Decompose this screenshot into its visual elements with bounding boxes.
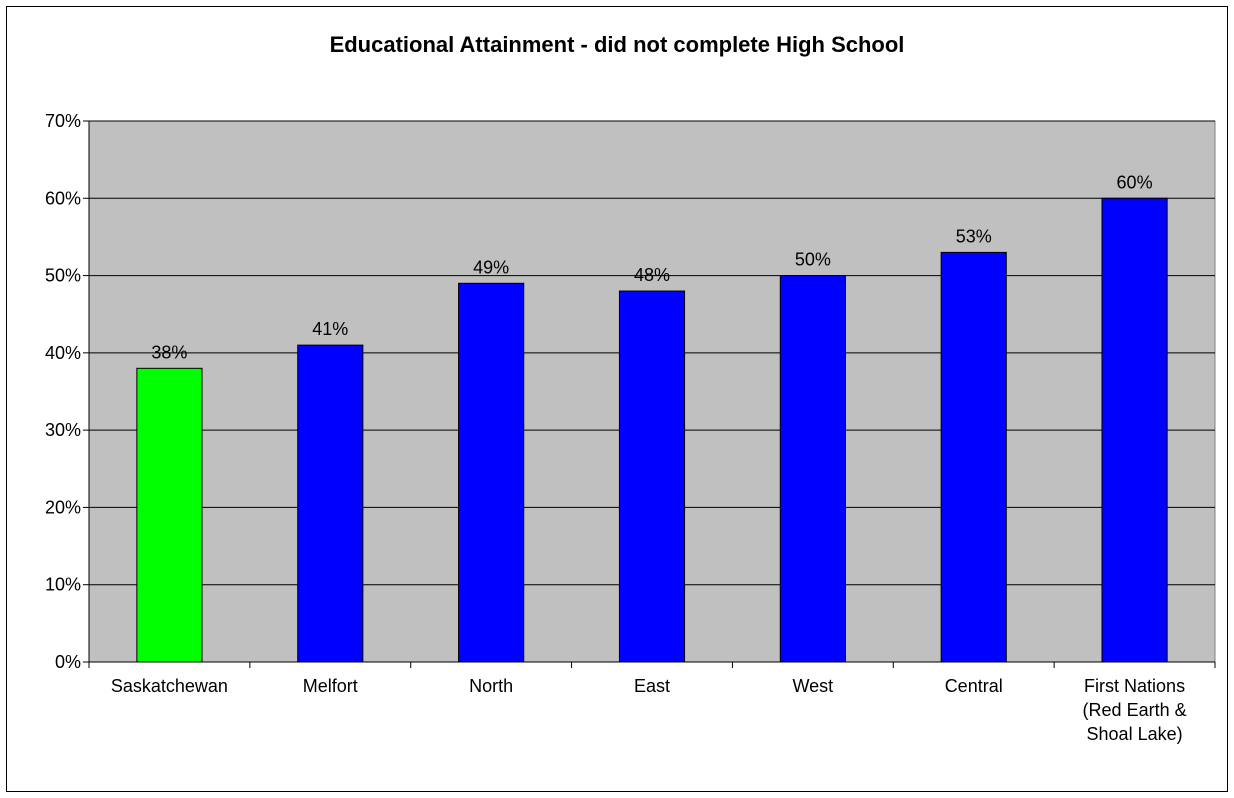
bars [136,197,1168,663]
data-label: 48% [634,265,670,285]
category-label: Saskatchewan [111,676,228,696]
bar [940,251,1007,663]
bar [458,282,525,663]
data-label: 53% [956,226,992,246]
data-label: 50% [795,250,831,270]
y-tick-label: 0% [55,652,81,672]
y-tick-label: 40% [45,343,81,363]
bar [297,344,364,663]
data-label: 60% [1117,172,1153,192]
bar [779,275,846,663]
data-label: 49% [473,257,509,277]
y-tick-label: 30% [45,420,81,440]
category-label: North [469,676,513,696]
category-label: West [793,676,834,696]
bar [136,367,203,663]
category-label: Central [945,676,1003,696]
category-label: Melfort [303,676,358,696]
y-tick-label: 10% [45,575,81,595]
category-label: East [634,676,670,696]
y-tick-label: 50% [45,266,81,286]
axes [83,120,1216,668]
category-label: Shoal Lake) [1087,724,1183,744]
data-label: 41% [312,319,348,339]
category-label: First Nations [1084,676,1185,696]
labels: 0% 10% 20% 30% 40% 50% 60% 70% 38% Saskatchewan 41… [45,111,1187,744]
chart-title: Educational Attainment - did not complet… [330,32,905,57]
y-tick-label: 70% [45,111,81,131]
bar [618,290,686,663]
y-tick-label: 60% [45,188,81,208]
y-tick-label: 20% [45,497,81,517]
bar [1101,197,1168,663]
data-label: 38% [151,342,187,362]
category-label: (Red Earth & [1083,700,1187,720]
